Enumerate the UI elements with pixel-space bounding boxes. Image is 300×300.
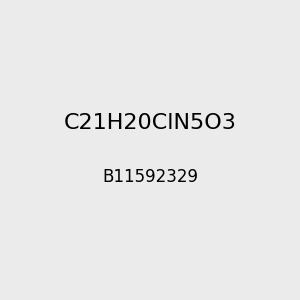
Text: B11592329: B11592329 [102, 168, 198, 186]
Text: C21H20ClN5O3: C21H20ClN5O3 [64, 113, 236, 133]
